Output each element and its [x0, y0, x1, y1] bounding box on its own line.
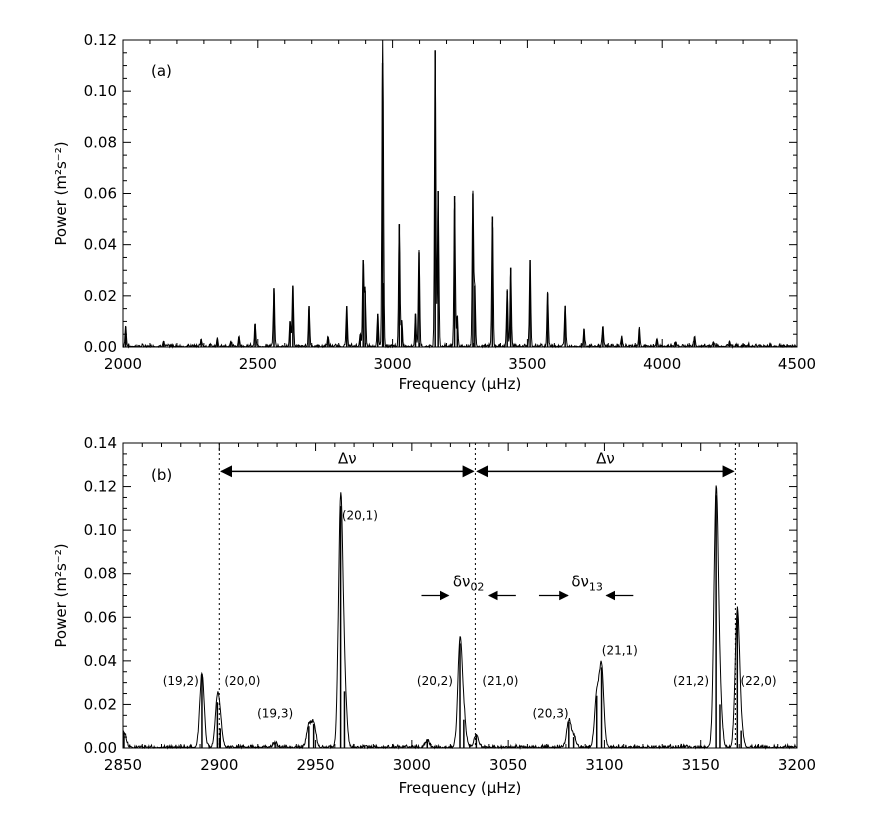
- y-tick-label: 0.10: [84, 521, 117, 539]
- x-tick-label: 3050: [489, 756, 527, 774]
- y-tick-label: 0.14: [84, 434, 117, 452]
- mode-label: (20,2): [417, 674, 453, 688]
- x-tick-label: 4500: [778, 355, 816, 373]
- y-tick-label: 0.08: [84, 133, 117, 151]
- panel-a-y-axis-label: Power (m²s⁻²): [52, 141, 70, 245]
- panel-b-label: (b): [151, 466, 172, 484]
- y-tick-label: 0.00: [84, 739, 117, 757]
- x-tick-label: 2850: [104, 756, 142, 774]
- x-tick-label: 2000: [104, 355, 142, 373]
- y-tick-label: 0.12: [84, 478, 117, 496]
- x-tick-label: 2950: [296, 756, 334, 774]
- mode-label: (19,2): [163, 674, 199, 688]
- y-tick-label: 0.04: [84, 236, 117, 254]
- mode-label: (22,0): [740, 674, 776, 688]
- mode-label: (21,1): [602, 643, 638, 657]
- y-tick-label: 0.06: [84, 608, 117, 626]
- x-tick-label: 3100: [585, 756, 623, 774]
- y-tick-label: 0.04: [84, 652, 117, 670]
- mode-label: (20,0): [224, 674, 260, 688]
- x-tick-label: 3000: [393, 756, 431, 774]
- x-tick-label: 2900: [200, 756, 238, 774]
- delta-nu-02-label: δν02: [453, 573, 485, 594]
- x-tick-label: 4000: [643, 355, 681, 373]
- x-tick-label: 3500: [508, 355, 546, 373]
- delta-nu-label-2: Δν: [596, 449, 615, 467]
- x-tick-label: 3200: [778, 756, 816, 774]
- x-tick-label: 3000: [374, 355, 412, 373]
- y-tick-label: 0.06: [84, 185, 117, 203]
- mode-label: (19,3): [257, 707, 293, 721]
- mode-label: (21,2): [673, 674, 709, 688]
- y-tick-label: 0.00: [84, 338, 117, 356]
- y-tick-label: 0.02: [84, 695, 117, 713]
- y-tick-label: 0.08: [84, 565, 117, 583]
- mode-label: (21,0): [482, 674, 518, 688]
- delta-nu-02-subscript: 02: [470, 581, 484, 594]
- delta-nu-02-symbol: δν: [453, 573, 471, 591]
- panel-b-y-axis-label: Power (m²s⁻²): [52, 543, 70, 647]
- panel-a-x-axis-label: Frequency (μHz): [399, 375, 522, 393]
- x-tick-label: 3150: [682, 756, 720, 774]
- delta-nu-13-symbol: δν: [571, 573, 589, 591]
- mode-label: (20,1): [342, 508, 378, 522]
- delta-nu-label-1: Δν: [338, 449, 357, 467]
- panel-b: 2850 2900 2950 3000 3050 3100 3150 3200 0.00 0.02…: [52, 434, 816, 797]
- delta-nu-13-label: δν13: [571, 573, 603, 594]
- delta-nu-13-subscript: 13: [589, 581, 603, 594]
- panel-b-x-axis-label: Frequency (μHz): [399, 779, 522, 797]
- mode-label: (20,3): [532, 707, 568, 721]
- y-tick-label: 0.02: [84, 287, 117, 305]
- x-tick-label: 2500: [239, 355, 277, 373]
- y-tick-label: 0.10: [84, 82, 117, 100]
- panel-a-spectrum-line: [122, 39, 798, 349]
- panel-a-frame: [122, 39, 798, 348]
- panel-b-spectrum-line: [122, 485, 798, 750]
- y-tick-label: 0.12: [84, 31, 117, 49]
- panel-a-label: (a): [151, 62, 172, 80]
- panel-a: 2000 2500 3000 3500 4000 4500 0.00 0.02 0.04 0.06…: [52, 31, 816, 393]
